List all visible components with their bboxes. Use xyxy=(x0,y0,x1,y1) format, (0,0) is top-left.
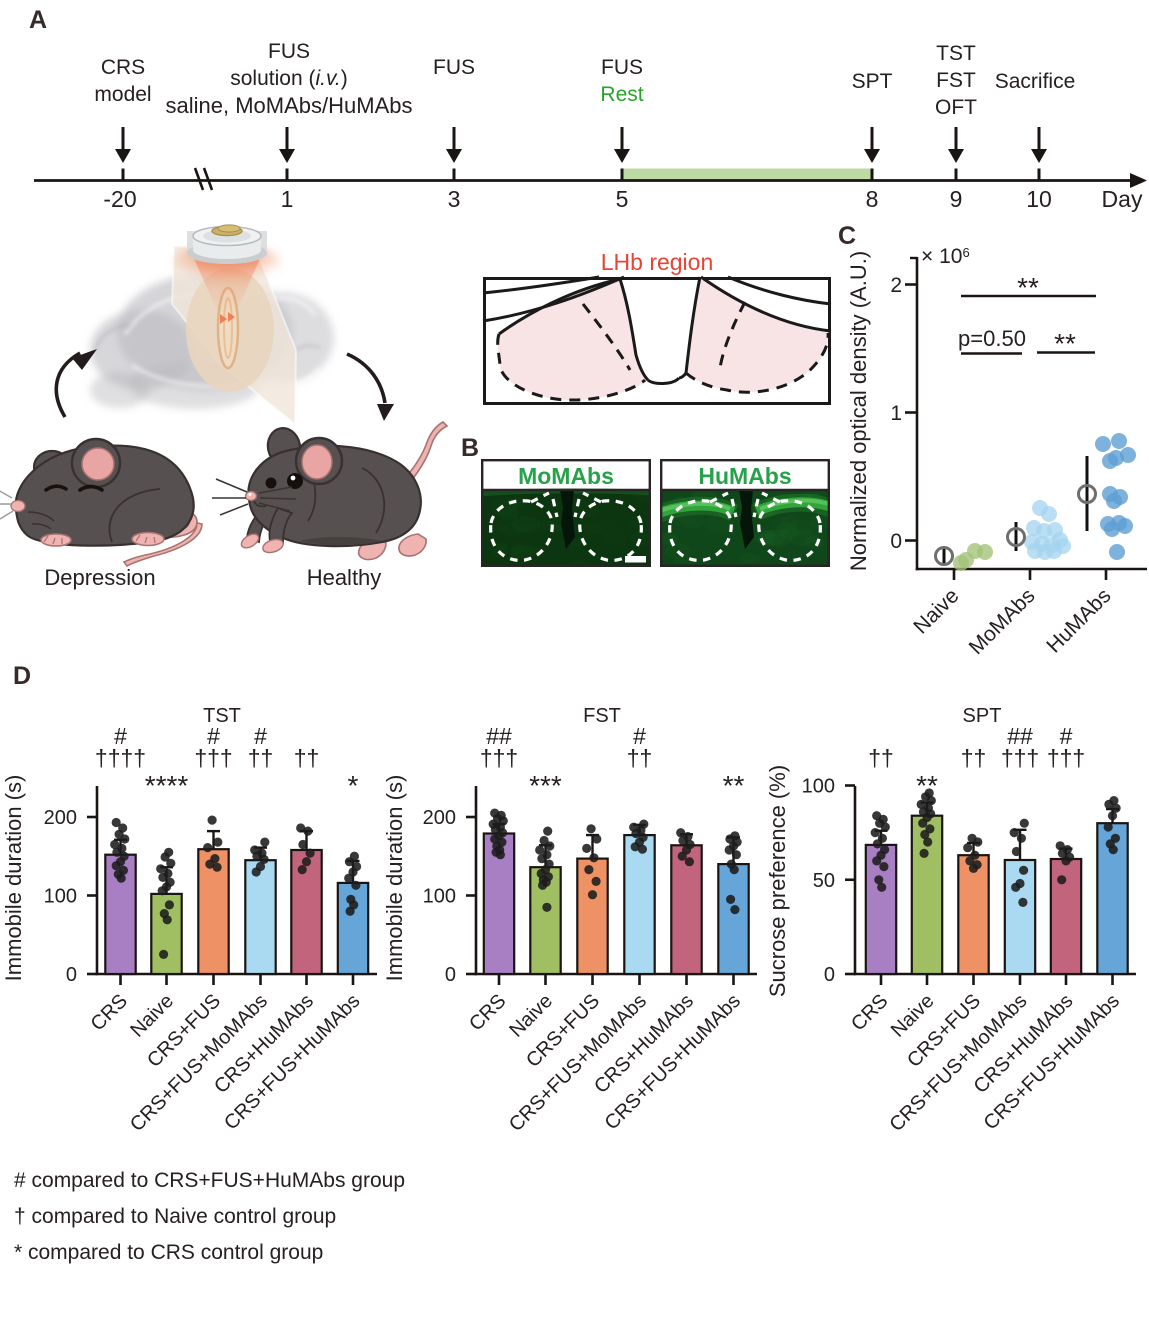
svg-text:200: 200 xyxy=(44,807,77,829)
svg-text:†††: ††† xyxy=(194,745,232,771)
svg-text:*: * xyxy=(348,770,359,801)
svg-text:Immobile duration (s): Immobile duration (s) xyxy=(382,775,407,982)
svg-text:††: †† xyxy=(294,745,320,771)
svg-text:× 106: × 106 xyxy=(921,245,970,268)
svg-text:FST: FST xyxy=(583,705,621,727)
svg-text:**: ** xyxy=(1054,328,1076,359)
svg-text:****: **** xyxy=(145,770,189,801)
svg-text:#: # xyxy=(633,723,646,749)
svg-text:MoMAbs: MoMAbs xyxy=(965,584,1040,659)
svg-text:100: 100 xyxy=(44,886,77,908)
svg-text:HuMAbs: HuMAbs xyxy=(698,463,791,489)
svg-text:SPT: SPT xyxy=(963,705,1002,727)
svg-text:MoMAbs: MoMAbs xyxy=(518,463,614,489)
svg-text:##: ## xyxy=(1007,723,1033,749)
svg-text:††: †† xyxy=(961,745,987,771)
svg-text:0: 0 xyxy=(890,530,902,553)
svg-text:**: ** xyxy=(1017,272,1039,303)
svg-text:††††: †††† xyxy=(95,745,146,771)
svg-text:50: 50 xyxy=(813,870,835,892)
svg-text:***: *** xyxy=(529,770,562,801)
svg-text:p=0.50: p=0.50 xyxy=(958,326,1026,351)
svg-text:†††: ††† xyxy=(1047,745,1085,771)
svg-text:200: 200 xyxy=(423,807,456,829)
svg-text:Naive: Naive xyxy=(909,584,963,638)
svg-text:††: †† xyxy=(627,745,653,771)
svg-text:HuMAbs: HuMAbs xyxy=(1042,584,1115,657)
svg-text:0: 0 xyxy=(824,964,835,986)
svg-text:#: # xyxy=(254,723,267,749)
svg-text:CRS: CRS xyxy=(847,990,892,1035)
svg-text:0: 0 xyxy=(445,964,456,986)
svg-text:Normalized optical density (A.: Normalized optical density (A.U.) xyxy=(846,251,871,571)
svg-text:2: 2 xyxy=(890,274,902,297)
svg-text:#: # xyxy=(1060,723,1073,749)
svg-text:##: ## xyxy=(486,723,512,749)
svg-text:1: 1 xyxy=(890,402,902,425)
svg-text:Sucrose preference (%): Sucrose preference (%) xyxy=(765,765,790,997)
svg-text:††: †† xyxy=(248,745,274,771)
svg-text:TST: TST xyxy=(203,705,241,727)
svg-text:100: 100 xyxy=(423,886,456,908)
svg-text:100: 100 xyxy=(802,776,835,798)
svg-text:††: †† xyxy=(868,745,894,771)
svg-text:†††: ††† xyxy=(1001,745,1039,771)
svg-text:Immobile duration (s): Immobile duration (s) xyxy=(1,775,26,982)
svg-text:#: # xyxy=(207,723,220,749)
svg-text:#: # xyxy=(114,723,127,749)
svg-text:**: ** xyxy=(916,770,938,801)
svg-text:0: 0 xyxy=(66,964,77,986)
svg-text:**: ** xyxy=(723,770,745,801)
svg-text:†††: ††† xyxy=(480,745,518,771)
